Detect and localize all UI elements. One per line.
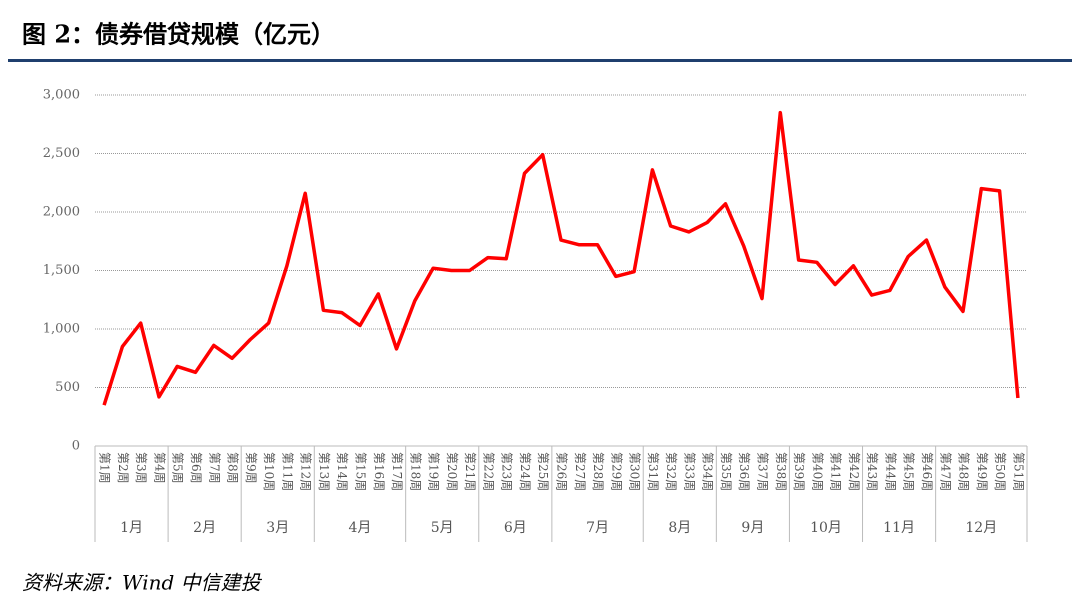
x-tick-label: 第16周 bbox=[372, 452, 386, 491]
x-tick-label: 第39周 bbox=[792, 452, 806, 491]
x-tick-label: 第51周 bbox=[1011, 452, 1025, 491]
chart-title: 图 2：债券借贷规模（亿元） bbox=[22, 20, 335, 49]
x-tick-label: 第50周 bbox=[993, 452, 1007, 491]
group-label: 1月 bbox=[120, 520, 143, 536]
x-tick-label: 第49周 bbox=[975, 452, 989, 491]
x-tick-label: 第44周 bbox=[883, 452, 897, 491]
x-tick-label: 第38周 bbox=[774, 452, 788, 491]
x-tick-label: 第41周 bbox=[829, 452, 843, 491]
group-label: 4月 bbox=[349, 520, 372, 536]
x-tick-label: 第26周 bbox=[555, 452, 569, 491]
group-label: 8月 bbox=[668, 520, 691, 536]
group-label: 7月 bbox=[586, 520, 609, 536]
x-tick-label: 第24周 bbox=[518, 452, 532, 491]
x-tick-label: 第8周 bbox=[226, 452, 240, 484]
x-tick-label: 第19周 bbox=[427, 452, 441, 491]
x-tick-label: 第10周 bbox=[262, 452, 276, 491]
group-label: 5月 bbox=[431, 520, 454, 536]
x-tick-label: 第12周 bbox=[299, 452, 313, 491]
source-note: 资料来源：Wind 中信建投 bbox=[22, 571, 263, 595]
y-tick-label: 2,000 bbox=[43, 205, 80, 220]
x-tick-label: 第22周 bbox=[481, 452, 495, 491]
group-label: 12月 bbox=[965, 520, 997, 536]
x-tick-label: 第27周 bbox=[573, 452, 587, 491]
x-tick-label: 第32周 bbox=[664, 452, 678, 491]
x-tick-label: 第45周 bbox=[902, 452, 916, 491]
x-tick-label: 第48周 bbox=[957, 452, 971, 491]
x-tick-label: 第9周 bbox=[244, 452, 258, 484]
group-label: 11月 bbox=[883, 520, 915, 536]
x-tick-label: 第35周 bbox=[719, 452, 733, 491]
group-label: 6月 bbox=[504, 520, 527, 536]
x-tick-label: 第15周 bbox=[353, 452, 367, 491]
x-tick-label: 第18周 bbox=[408, 452, 422, 491]
x-tick-label: 第42周 bbox=[847, 452, 861, 491]
x-tick-label: 第47周 bbox=[938, 452, 952, 491]
x-tick-label: 第13周 bbox=[317, 452, 331, 491]
x-tick-label: 第29周 bbox=[609, 452, 623, 491]
y-tick-label: 1,500 bbox=[43, 263, 80, 278]
data-line bbox=[102, 110, 1020, 406]
title-rule bbox=[8, 59, 1072, 62]
x-tick-label: 第20周 bbox=[445, 452, 459, 491]
x-tick-label: 第36周 bbox=[737, 452, 751, 491]
x-tick-label: 第46周 bbox=[920, 452, 934, 491]
x-tick-label: 第25周 bbox=[536, 452, 550, 491]
x-tick-label: 第34周 bbox=[701, 452, 715, 491]
x-tick-label: 第28周 bbox=[591, 452, 605, 491]
x-tick-label: 第31周 bbox=[646, 452, 660, 491]
x-tick-label: 第2周 bbox=[116, 452, 130, 484]
x-tick-label: 第11周 bbox=[280, 452, 294, 491]
x-tick-label: 第4周 bbox=[152, 452, 166, 484]
y-tick-label: 0 bbox=[72, 439, 80, 454]
x-tick-label: 第1周 bbox=[98, 452, 112, 484]
x-tick-label: 第40周 bbox=[810, 452, 824, 491]
x-tick-label: 第30周 bbox=[628, 452, 642, 491]
group-label: 3月 bbox=[266, 520, 289, 536]
x-tick-label: 第21周 bbox=[463, 452, 477, 491]
x-tick-label: 第23周 bbox=[500, 452, 514, 491]
y-tick-label: 500 bbox=[55, 380, 80, 395]
y-tick-label: 1,000 bbox=[43, 322, 80, 337]
x-tick-label: 第6周 bbox=[189, 452, 203, 484]
x-tick-label: 第3周 bbox=[134, 452, 148, 484]
group-label: 9月 bbox=[741, 520, 764, 536]
x-tick-label: 第17周 bbox=[390, 452, 404, 491]
y-tick-label: 3,000 bbox=[43, 88, 80, 103]
group-label: 2月 bbox=[193, 520, 216, 536]
x-tick-label: 第5周 bbox=[171, 452, 185, 484]
x-tick-label: 第14周 bbox=[335, 452, 349, 491]
x-tick-label: 第33周 bbox=[682, 452, 696, 491]
x-tick-label: 第37周 bbox=[756, 452, 770, 491]
x-tick-label: 第43周 bbox=[865, 452, 879, 491]
x-tick-label: 第7周 bbox=[207, 452, 221, 484]
y-tick-label: 2,500 bbox=[43, 146, 80, 161]
group-label: 10月 bbox=[810, 520, 842, 536]
